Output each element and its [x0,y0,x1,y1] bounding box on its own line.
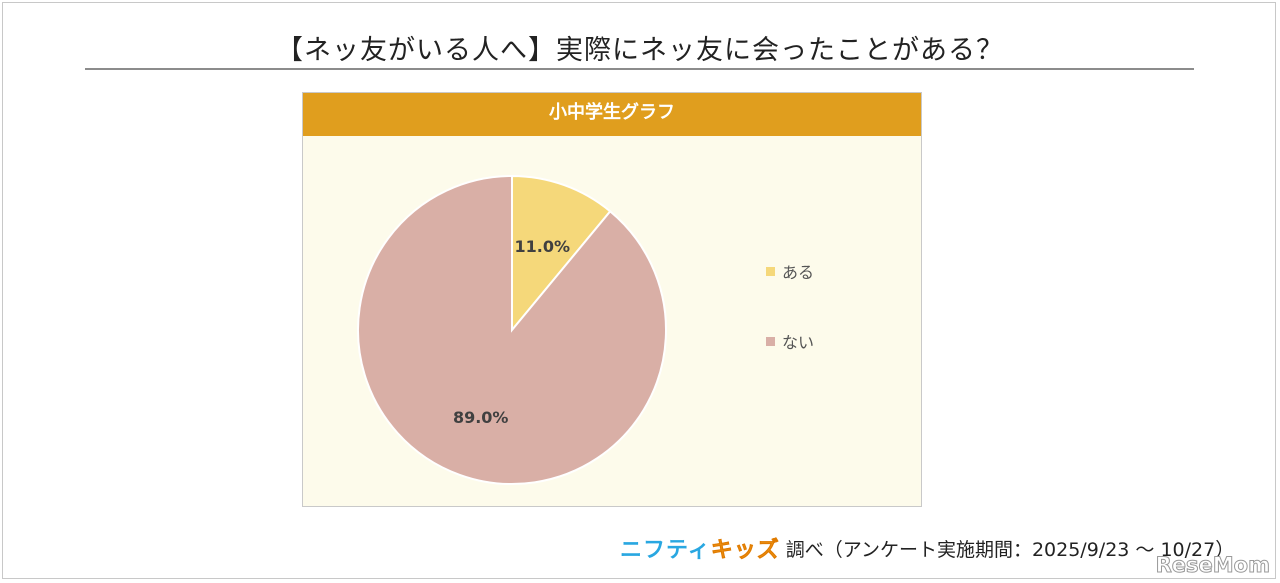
footer-credit: ニフティキッズ 調べ（アンケート実施期間：2025/9/23 ～ 10/27） [620,532,1234,564]
legend-label: ない [782,333,815,352]
chart-title: 小中学生グラフ [303,93,921,136]
survey-note: 調べ（アンケート実施期間：2025/9/23 ～ 10/27） [785,538,1235,561]
slice-label-2: 89.0% [453,408,509,427]
legend-swatch [766,266,775,276]
pie-chart: 11.0% 89.0% [357,174,667,485]
legend-label: ある [782,263,815,282]
brand-logo: ニフティキッズ [620,538,780,564]
legend-item-2: ない [766,331,815,352]
title-divider [85,68,1194,70]
page-title: 【ネッ友がいる人へ】実際にネッ友に会ったことがある？ [276,35,1004,66]
legend-swatch [766,336,775,346]
resemom-watermark: ReseMom [1155,553,1270,578]
chart-panel: 小中学生グラフ 11.0% 89.0% あるない [302,92,922,507]
legend-item-1: ある [766,261,815,282]
slice-label-1: 11.0% [514,237,570,256]
pie-slice-1 [511,174,612,333]
pie-slice-2 [357,174,667,485]
